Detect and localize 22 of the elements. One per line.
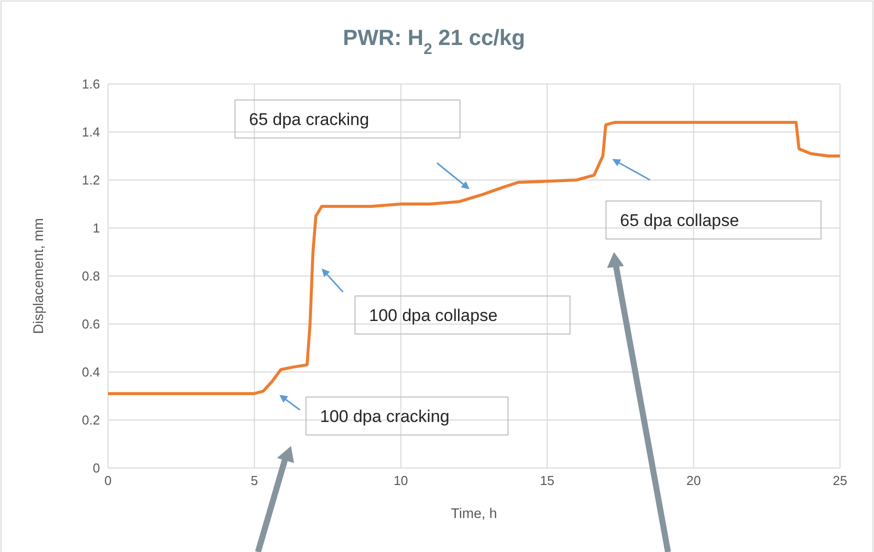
y-tick-label: 1.2 — [82, 172, 100, 188]
x-tick-label: 20 — [686, 473, 701, 488]
y-tick-label: 0 — [92, 460, 100, 476]
y-tick-label: 1.4 — [82, 124, 100, 140]
y-tick-label: 1.6 — [82, 76, 100, 92]
y-tick-label: 0.6 — [82, 316, 100, 332]
x-tick-label: 15 — [540, 473, 554, 488]
annotation: 65 dpa collapse — [620, 211, 740, 230]
x-tick-label: 10 — [394, 473, 408, 488]
y-tick-label: 0.2 — [82, 412, 100, 428]
y-tick-label: 1 — [92, 220, 100, 236]
x-tick-label: 25 — [832, 473, 848, 488]
y-tick-label: 0.8 — [82, 268, 100, 284]
annotation: 100 dpa collapse — [369, 306, 498, 325]
chart-title: PWR: H$_{2}$ 21 cc/kg — [342, 25, 526, 58]
x-tick-label: 0 — [104, 473, 112, 488]
annotation: 65 dpa cracking — [249, 110, 370, 129]
y-axis-title: Displacement, mm — [30, 218, 46, 334]
y-tick-label: 0.4 — [82, 364, 100, 380]
x-tick-label: 5 — [250, 473, 258, 488]
annotation: 100 dpa cracking — [320, 407, 450, 426]
x-axis-title: Time, h — [450, 504, 498, 521]
